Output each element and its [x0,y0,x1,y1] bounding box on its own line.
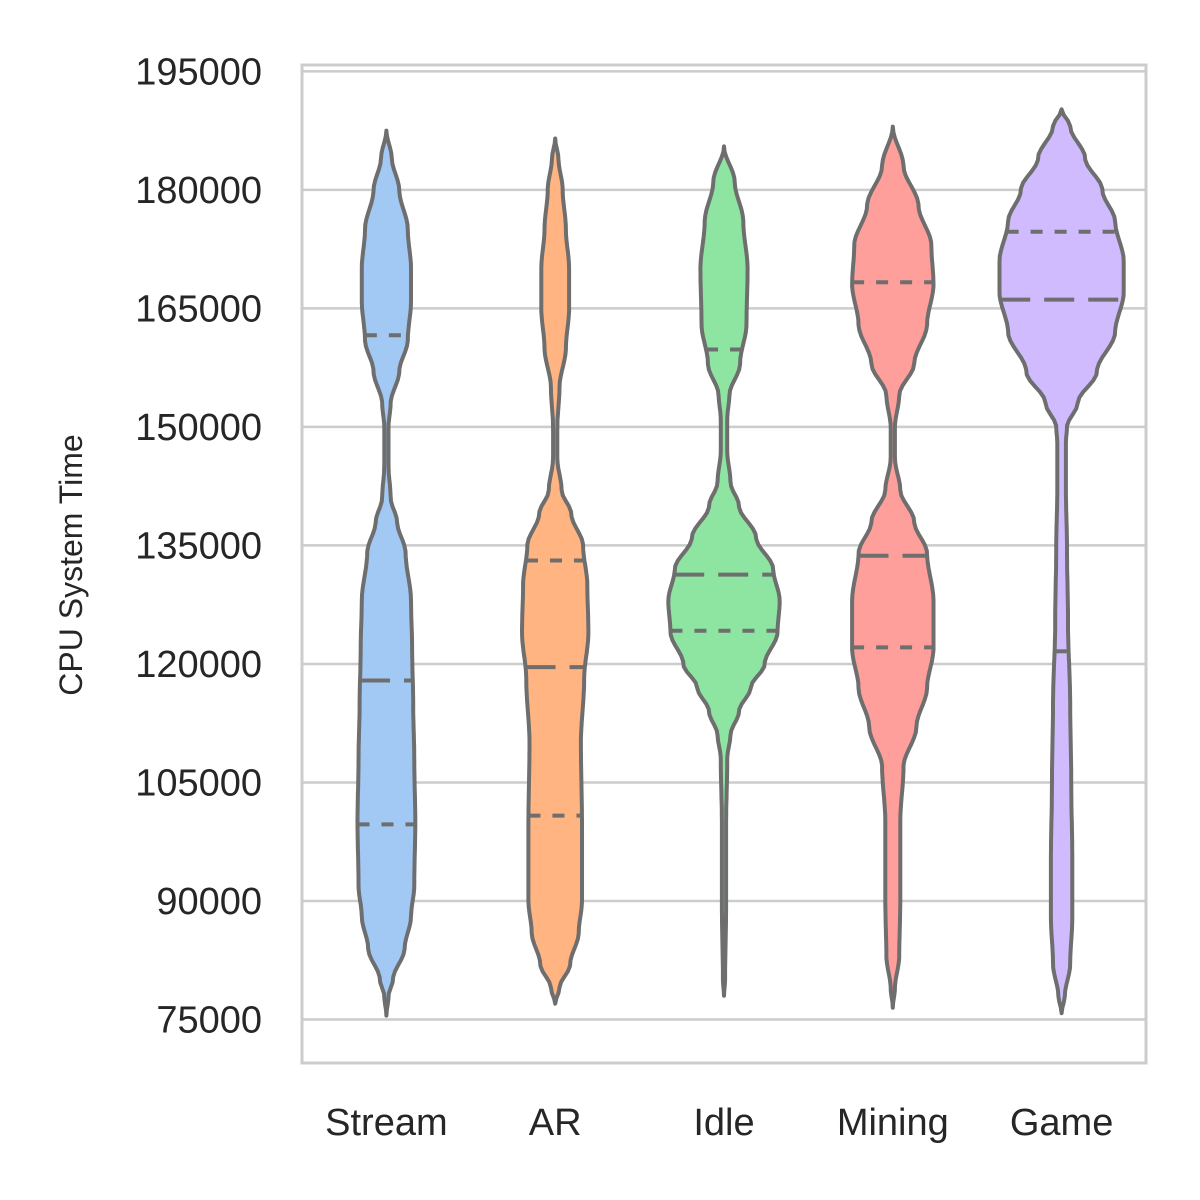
violin-body-mining [850,124,936,1010]
y-tick-labels: 75000 90000 105000 120000 135000 150000 165000… [135,51,262,1041]
violin-idle [666,144,782,998]
x-tick-label-ar: AR [529,1102,582,1144]
violin-body-stream [355,128,418,1018]
y-tick-label: 90000 [156,881,262,923]
y-tick-label: 195000 [135,51,262,93]
x-tick-label-idle: Idle [693,1102,754,1144]
violin-body-ar [520,136,591,1006]
violin-stream [355,128,418,1018]
violin-ar [520,136,591,1006]
violin-body-game [997,107,1126,1016]
violin-game [997,107,1126,1016]
violin-mining [850,124,936,1010]
y-axis-label: CPU System Time [53,434,89,695]
y-tick-label: 75000 [156,1000,262,1042]
y-tick-label: 180000 [135,170,262,212]
y-tick-label: 135000 [135,525,262,567]
y-tick-label: 165000 [135,288,262,330]
x-tick-labels: Stream AR Idle Mining Game [325,1102,1113,1144]
x-tick-label-stream: Stream [325,1102,447,1144]
y-tick-label: 120000 [135,644,262,686]
x-tick-label-game: Game [1010,1102,1113,1144]
y-tick-label: 105000 [135,762,262,804]
y-tick-label: 150000 [135,407,262,449]
violin-body-idle [666,144,782,998]
plot-frame [300,63,1148,1065]
x-tick-label-mining: Mining [837,1102,949,1144]
violins [355,107,1126,1018]
